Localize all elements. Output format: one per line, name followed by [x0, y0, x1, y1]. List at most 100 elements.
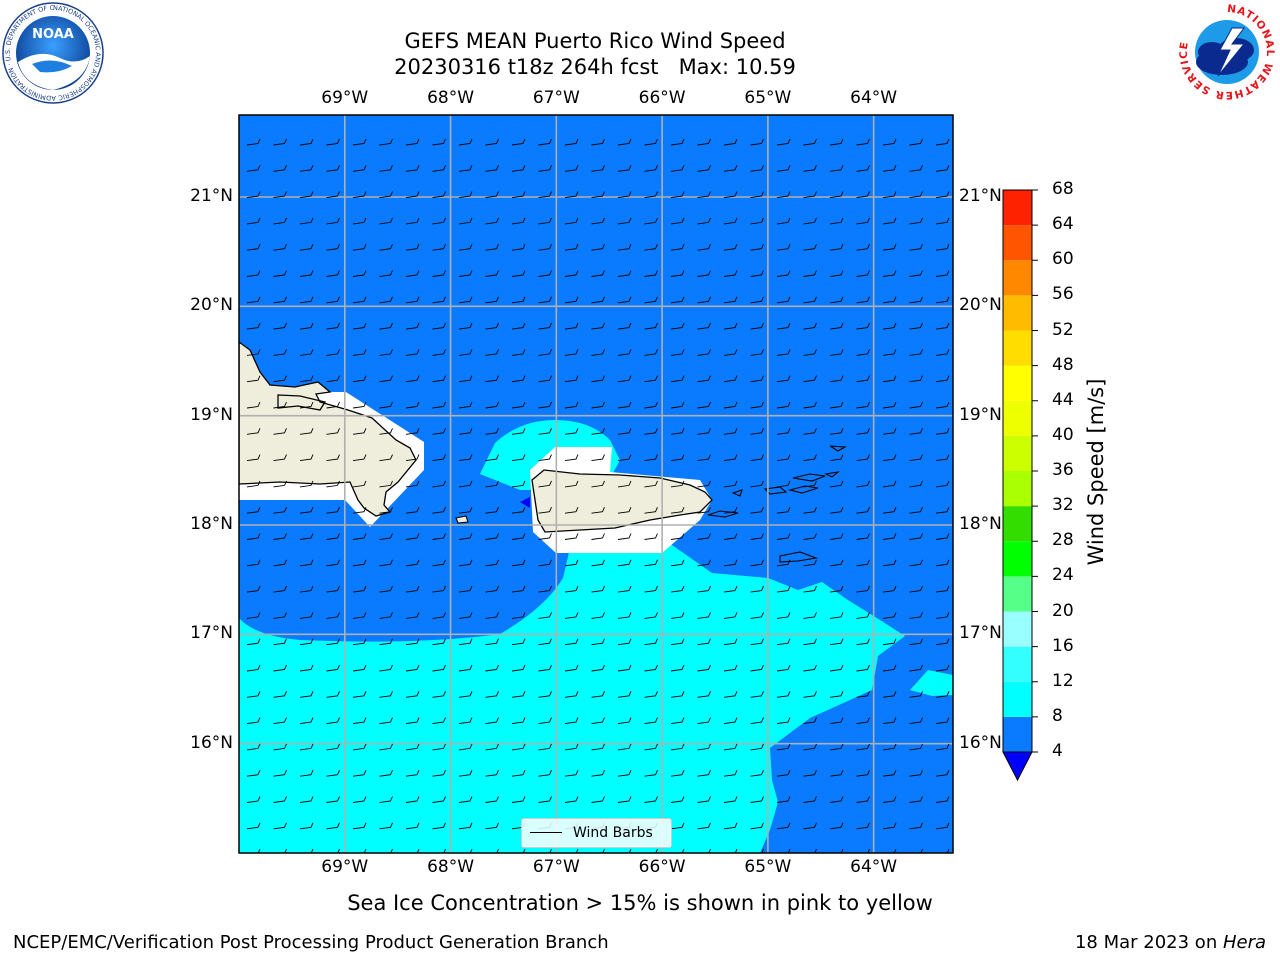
wind-barb — [443, 848, 446, 853]
wind-barb — [697, 270, 711, 277]
colorbar-segment — [1003, 295, 1032, 331]
wind-barb — [511, 664, 526, 672]
wind-barb — [511, 296, 526, 304]
wind-barb — [273, 717, 287, 725]
wind-barb — [299, 638, 314, 646]
wind-barb — [776, 270, 791, 277]
wind-barb — [564, 322, 579, 330]
wind-barb — [511, 428, 526, 435]
wind-barb — [326, 507, 340, 514]
wind-barb — [405, 612, 420, 619]
wind-barb — [273, 217, 287, 225]
wind-barb — [697, 322, 711, 330]
wind-barb — [670, 638, 685, 646]
wind-barb — [246, 507, 261, 514]
wind-barb — [564, 375, 579, 383]
wind-barb — [538, 401, 552, 409]
wind-barb — [697, 717, 711, 725]
wind-barb — [432, 296, 446, 304]
wind-barb — [617, 507, 632, 514]
colorbar-segment — [1003, 506, 1032, 542]
wind-barb — [776, 191, 791, 199]
wind-barb — [617, 533, 632, 540]
wind-barb — [469, 848, 473, 853]
colorbar-segment — [1003, 365, 1032, 401]
wind-barb — [829, 322, 844, 330]
wind-barb — [591, 796, 605, 803]
wind-barb — [299, 165, 314, 172]
wind-barb — [326, 585, 340, 593]
wind-barb — [485, 244, 499, 251]
wind-barb — [776, 480, 791, 488]
wind-barb — [803, 191, 817, 199]
wind-barb — [326, 428, 340, 435]
wind-barb — [273, 191, 287, 199]
wind-barb — [299, 428, 314, 435]
wind-barb — [273, 165, 287, 172]
wind-barb — [617, 349, 632, 356]
wind-barb — [882, 138, 897, 146]
wind-barb — [591, 244, 605, 251]
wind-barb — [538, 454, 552, 462]
virgin-island-4 — [787, 485, 819, 494]
st-croix-island — [779, 551, 819, 563]
wind-barb — [538, 559, 552, 567]
wind-barb — [379, 191, 393, 199]
wind-barb — [511, 717, 526, 725]
wind-barb — [750, 401, 764, 409]
wind-barb — [723, 191, 738, 199]
wind-barb — [511, 796, 526, 803]
wind-barb — [803, 533, 817, 540]
wind-barb — [246, 138, 261, 146]
wind-barb — [670, 559, 685, 567]
wind-barb — [697, 401, 711, 409]
wind-barb — [591, 322, 605, 330]
wind-barb — [909, 743, 923, 751]
wind-barb — [485, 612, 499, 619]
wind-barb — [485, 822, 499, 830]
wind-barb — [670, 217, 685, 225]
wind-barb — [352, 691, 367, 698]
colorbar-segment — [1003, 225, 1032, 261]
wind-barb — [273, 743, 287, 751]
wind-barb — [538, 770, 552, 777]
wind-barb — [670, 664, 685, 672]
wind-barb — [803, 664, 817, 672]
wind-barb — [326, 270, 340, 277]
wind-barb — [935, 770, 950, 777]
wind-barb — [644, 533, 658, 540]
wind-barb — [326, 244, 340, 251]
wind-barb — [538, 612, 552, 619]
wind-barb — [829, 454, 844, 462]
wind-barb — [379, 691, 393, 698]
wind-barb — [644, 217, 658, 225]
wind-barb — [644, 664, 658, 672]
wind-barb — [485, 664, 499, 672]
wind-barb — [803, 296, 817, 304]
wind-barb — [617, 638, 632, 646]
wind-barb — [352, 138, 367, 146]
wind-barb — [379, 770, 393, 777]
wind-barb — [458, 743, 473, 751]
wind-barb — [299, 664, 314, 672]
wind-barb — [814, 848, 817, 853]
wind-barb — [538, 322, 552, 330]
chart-subtitle: 20230316 t18z 264h fcst Max: 10.59 — [394, 55, 796, 79]
map-area[interactable] — [239, 115, 953, 855]
wind-barb — [829, 612, 844, 619]
wind-barb — [511, 322, 526, 330]
colorbar-segment — [1003, 190, 1032, 226]
wind-barb — [856, 322, 870, 330]
wind-barb — [909, 165, 923, 172]
wind-barb — [458, 244, 473, 251]
wind-barb — [564, 507, 579, 514]
wind-barb — [803, 138, 817, 146]
wind-barb — [776, 664, 791, 672]
wind-barb — [379, 296, 393, 304]
wind-barb — [405, 428, 420, 435]
wind-barb — [299, 822, 314, 830]
wind-barb — [326, 612, 340, 619]
wind-barb — [485, 559, 499, 567]
wind-barb — [617, 322, 632, 330]
wind-barb — [564, 559, 579, 567]
